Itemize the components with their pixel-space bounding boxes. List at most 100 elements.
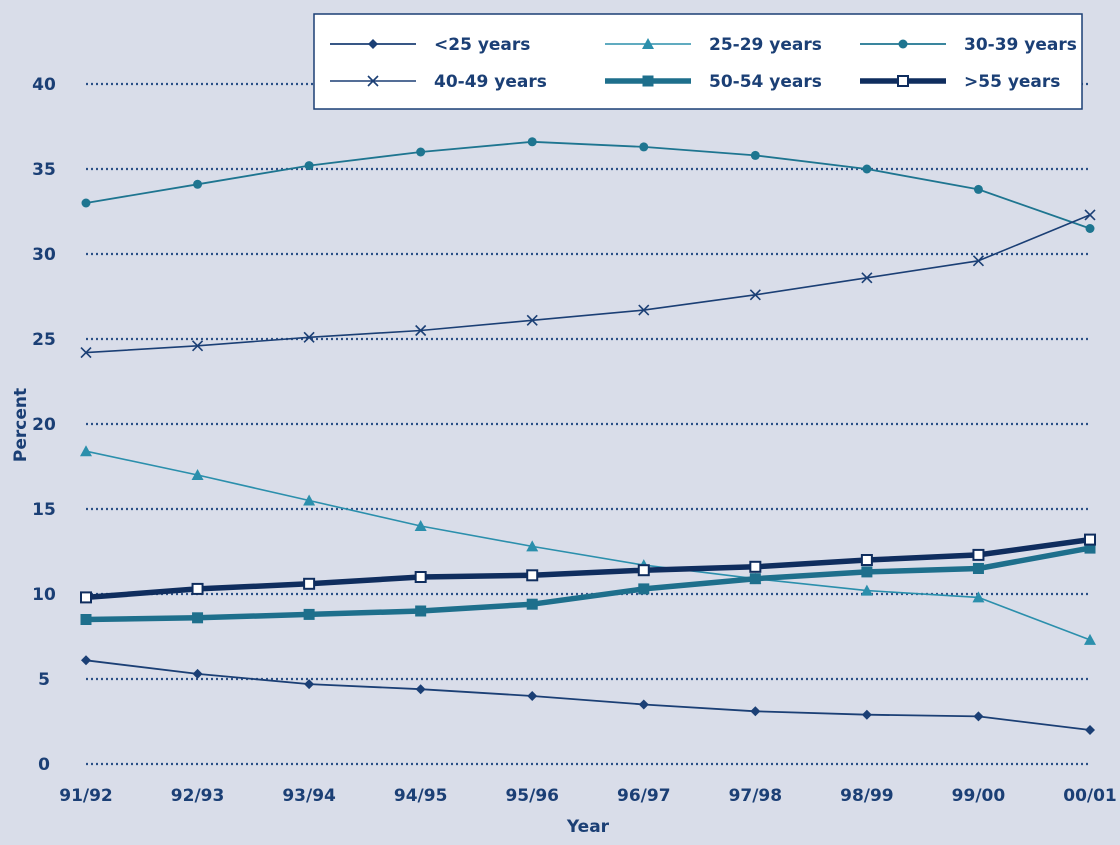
data-point xyxy=(1084,633,1096,645)
legend-item: <25 years xyxy=(330,35,530,55)
y-tick-label: 0 xyxy=(38,755,50,775)
data-point xyxy=(861,566,873,578)
y-tick-label: 25 xyxy=(32,330,56,350)
series-line xyxy=(85,214,1091,354)
data-point xyxy=(1085,725,1095,735)
data-point xyxy=(526,540,539,552)
x-tick-label: 93/94 xyxy=(282,786,336,806)
legend-box xyxy=(313,13,1083,110)
x-tick-label: 94/95 xyxy=(394,786,448,806)
legend-item: 40-49 years xyxy=(330,72,547,92)
data-point xyxy=(749,289,761,301)
data-point xyxy=(80,445,92,457)
data-point xyxy=(303,577,316,590)
x-tick-label: 96/97 xyxy=(617,786,671,806)
data-point xyxy=(192,668,203,679)
legend-marker xyxy=(368,39,378,49)
data-point xyxy=(750,150,760,160)
data-point xyxy=(414,571,427,583)
data-point xyxy=(191,340,204,352)
legend-label: 40-49 years xyxy=(434,72,547,92)
data-point xyxy=(1084,533,1096,546)
data-point xyxy=(1085,224,1095,233)
data-point xyxy=(526,598,538,610)
legend-marker xyxy=(367,75,379,87)
legend-label: <25 years xyxy=(434,35,530,55)
data-point xyxy=(416,147,426,157)
x-axis-label: Year xyxy=(566,817,610,837)
data-point xyxy=(638,699,649,710)
data-point xyxy=(639,142,649,152)
data-point xyxy=(303,494,316,506)
x-tick-label: 98/99 xyxy=(840,786,894,806)
data-point xyxy=(303,608,315,620)
data-point xyxy=(749,560,762,573)
legend-label: 50-54 years xyxy=(709,72,822,92)
data-point xyxy=(304,161,314,171)
data-point xyxy=(1084,209,1096,221)
data-point xyxy=(749,573,761,585)
series-line xyxy=(85,659,1091,731)
data-point xyxy=(861,709,872,720)
y-tick-labels: 0 5 10 15 20 25 30 35 40 xyxy=(32,75,56,775)
y-axis-label: Percent xyxy=(11,388,31,462)
x-tick-label: 91/92 xyxy=(59,786,113,806)
legend-item: 30-39 years xyxy=(860,35,1077,55)
series-6 xyxy=(80,533,1096,604)
legend-label: 25-29 years xyxy=(709,35,822,55)
data-point xyxy=(415,605,427,617)
data-point xyxy=(972,591,985,603)
series-line xyxy=(85,545,1091,623)
data-point xyxy=(414,520,427,531)
y-tick-label: 35 xyxy=(32,160,56,180)
data-point xyxy=(638,304,650,316)
series-4 xyxy=(80,209,1096,359)
series-line xyxy=(85,536,1091,601)
legend-items: <25 years 25-29 years 30-39 years 40-49 yea… xyxy=(330,35,1077,92)
x-tick-label: 00/01 xyxy=(1063,786,1117,806)
y-tick-label: 10 xyxy=(32,585,56,605)
y-tick-label: 20 xyxy=(32,415,56,435)
data-point xyxy=(80,591,92,604)
series-5 xyxy=(80,542,1096,625)
data-point xyxy=(637,564,650,577)
data-point xyxy=(527,691,538,701)
y-tick-label: 5 xyxy=(38,670,50,690)
x-tick-labels: 91/92 92/93 93/94 94/95 95/96 96/97 97/98 98/99… xyxy=(59,786,1117,806)
data-point xyxy=(415,324,427,337)
series-line xyxy=(85,140,1091,230)
data-point xyxy=(191,582,204,595)
legend-item: 25-29 years xyxy=(605,35,822,55)
data-point xyxy=(638,583,650,595)
data-point xyxy=(526,314,538,326)
data-point xyxy=(80,614,92,625)
series-3 xyxy=(81,137,1095,233)
y-tick-label: 15 xyxy=(32,500,56,520)
y-tick-label: 30 xyxy=(32,245,56,265)
data-point xyxy=(973,711,984,722)
data-point xyxy=(193,179,203,189)
data-point xyxy=(973,184,983,194)
data-point xyxy=(191,469,204,480)
series-1 xyxy=(81,655,1095,735)
legend-marker xyxy=(897,75,909,87)
grid-lines xyxy=(86,82,1090,766)
data-point xyxy=(303,331,315,343)
data-point xyxy=(862,164,872,174)
data-point xyxy=(860,554,873,566)
x-tick-label: 99/00 xyxy=(952,786,1006,806)
legend-marker xyxy=(642,38,654,49)
legend-marker xyxy=(642,75,654,87)
legend-label: >55 years xyxy=(964,72,1060,92)
x-tick-label: 92/93 xyxy=(171,786,225,806)
y-tick-label: 40 xyxy=(32,75,56,95)
data-point xyxy=(972,563,984,574)
data-point xyxy=(1084,542,1096,554)
data-point xyxy=(81,198,91,208)
data-point xyxy=(972,548,985,561)
data-point xyxy=(861,272,873,284)
data-point xyxy=(972,255,985,267)
data-point xyxy=(80,347,92,359)
data-point xyxy=(304,679,315,690)
